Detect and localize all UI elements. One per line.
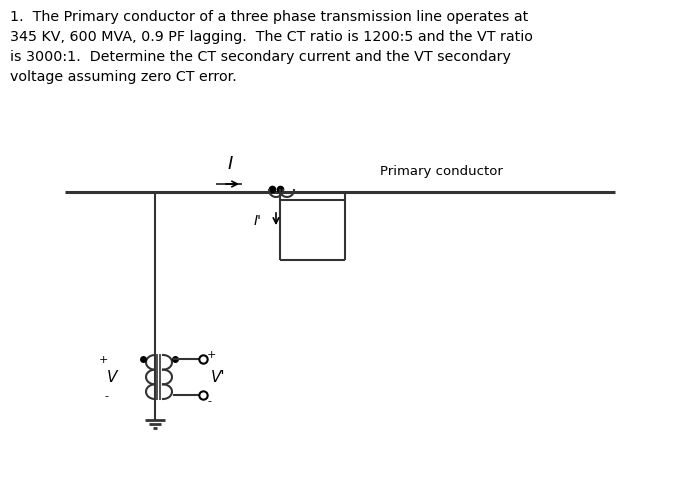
- Text: I': I': [254, 213, 262, 227]
- Text: +: +: [207, 349, 216, 359]
- Text: -: -: [104, 390, 108, 400]
- Text: V': V': [211, 370, 225, 385]
- Text: -: -: [207, 395, 211, 405]
- Text: Primary conductor: Primary conductor: [380, 165, 503, 178]
- Text: I: I: [228, 155, 232, 173]
- Text: +: +: [99, 354, 108, 364]
- Text: 1.  The Primary conductor of a three phase transmission line operates at
345 KV,: 1. The Primary conductor of a three phas…: [10, 10, 533, 84]
- Text: V: V: [106, 370, 117, 385]
